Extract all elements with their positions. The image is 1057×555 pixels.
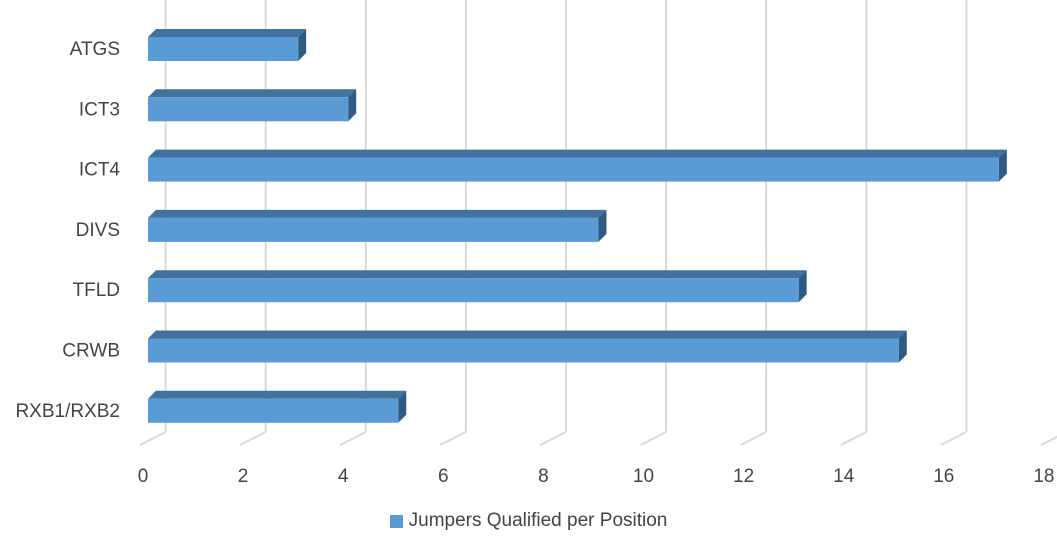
category-label: ATGS xyxy=(70,39,120,60)
category-label: DIVS xyxy=(76,220,120,241)
bar-side xyxy=(298,29,307,61)
bar-top xyxy=(148,149,1007,158)
category-labels: ATGS ICT3 ICT4 DIVS TFLD CRWB RXB1/RXB2 xyxy=(15,39,120,422)
x-tick-label: 16 xyxy=(933,466,954,487)
x-tick-label: 14 xyxy=(833,466,855,487)
legend: Jumpers Qualified per Position xyxy=(0,509,1057,533)
bar xyxy=(148,398,399,423)
floor-gridline xyxy=(439,431,467,446)
legend-swatch xyxy=(389,514,403,528)
category-label: CRWB xyxy=(62,341,120,362)
floor-gridline xyxy=(239,431,267,446)
x-tick-label: 18 xyxy=(1033,466,1054,487)
floor-gridline xyxy=(840,431,867,446)
floor-gridline xyxy=(539,431,567,446)
bar-top xyxy=(148,330,907,339)
bar-top xyxy=(148,89,357,98)
bar-side xyxy=(898,330,907,363)
bar-side xyxy=(798,270,807,303)
x-tick-label: 2 xyxy=(238,466,249,487)
bar xyxy=(148,217,599,242)
bar-top xyxy=(148,390,407,399)
bar xyxy=(148,157,999,182)
floor-gridline xyxy=(640,431,667,446)
bar-top xyxy=(148,270,807,279)
floor-gridline xyxy=(940,431,967,446)
category-label: ICT3 xyxy=(79,99,120,120)
bar-side xyxy=(398,390,407,423)
category-label: TFLD xyxy=(73,280,121,301)
category-label: RXB1/RXB2 xyxy=(15,401,120,422)
x-tick-label: 10 xyxy=(633,466,654,487)
x-tick-labels: 0 2 4 6 8 10 12 14 16 18 xyxy=(138,466,1055,487)
x-tick-label: 0 xyxy=(138,466,149,487)
bars xyxy=(148,29,1007,423)
x-tick-label: 6 xyxy=(438,466,449,487)
bar-side xyxy=(998,149,1007,182)
floor-gridline xyxy=(139,431,167,446)
bar-top xyxy=(148,209,607,218)
floor-gridline xyxy=(339,431,367,446)
bar xyxy=(148,338,899,363)
bar-side xyxy=(348,89,357,122)
x-tick-label: 4 xyxy=(338,466,349,487)
x-tick-label: 12 xyxy=(733,466,754,487)
bar xyxy=(148,278,799,303)
category-label: ICT4 xyxy=(79,160,121,181)
bar-top xyxy=(148,29,307,37)
floor-gridline xyxy=(740,431,767,446)
bar-side xyxy=(598,209,607,242)
x-tick-label: 8 xyxy=(538,466,549,487)
bar xyxy=(148,97,349,122)
floor-gridline xyxy=(1040,435,1057,446)
bar xyxy=(148,37,299,61)
legend-label: Jumpers Qualified per Position xyxy=(408,510,668,531)
